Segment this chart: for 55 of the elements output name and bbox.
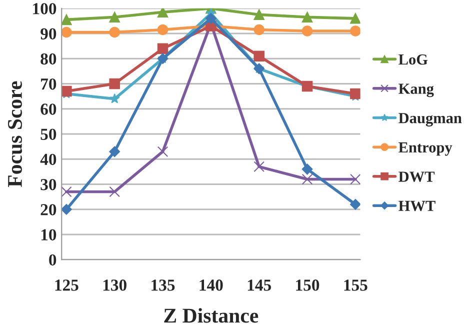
point <box>254 24 264 36</box>
x-tick-label: 155 <box>344 280 368 291</box>
x-tick-label: 150 <box>296 280 320 291</box>
y-tick-label: 50 <box>40 128 56 140</box>
point <box>350 198 360 210</box>
y-tick-label: 60 <box>40 104 56 115</box>
point <box>254 50 264 62</box>
y-tick-label: 10 <box>41 229 56 240</box>
y-tick-label: 80 <box>40 53 56 65</box>
point <box>350 88 360 100</box>
point <box>157 24 168 36</box>
legend-label: LoG <box>398 54 428 65</box>
x-tick-label: 145 <box>248 280 271 291</box>
y-tick-label: 90 <box>40 28 56 40</box>
y-tick-label: 40 <box>40 154 56 166</box>
point <box>157 43 168 54</box>
point <box>350 26 360 36</box>
y-axis-title: Focus Score <box>8 81 22 187</box>
point <box>62 14 72 26</box>
y-tick-label: 20 <box>40 204 56 216</box>
point <box>109 78 120 90</box>
point <box>62 204 72 215</box>
point <box>302 164 313 175</box>
x-tick-label: 135 <box>152 280 175 291</box>
point <box>157 146 168 157</box>
point <box>302 26 313 36</box>
point <box>302 12 313 23</box>
y-tick-label: 0 <box>49 254 56 266</box>
point <box>302 174 313 185</box>
legend-label: HWT <box>398 200 436 212</box>
point <box>62 86 72 97</box>
legend-label: Daugman <box>398 113 462 126</box>
x-axis-title: Z Distance <box>164 308 258 323</box>
point <box>109 186 120 198</box>
point <box>206 12 216 24</box>
point <box>254 161 264 172</box>
point <box>350 174 360 185</box>
y-tick-label: 70 <box>41 78 56 90</box>
x-tick-label: 140 <box>200 280 223 291</box>
point <box>109 12 120 23</box>
legend-label: Kang <box>398 84 434 98</box>
point <box>254 9 264 20</box>
point <box>350 13 360 24</box>
y-tick-label: 100 <box>33 3 56 14</box>
point <box>109 26 120 38</box>
point <box>62 186 72 198</box>
point <box>157 8 168 18</box>
point <box>62 26 72 38</box>
point <box>109 93 120 104</box>
x-tick-label: 125 <box>55 280 78 291</box>
y-tick-label: 30 <box>40 178 56 190</box>
point <box>109 146 120 158</box>
x-tick-label: 130 <box>103 280 126 291</box>
legend-label: DWT <box>398 172 435 182</box>
legend-label: Entropy <box>398 142 452 156</box>
